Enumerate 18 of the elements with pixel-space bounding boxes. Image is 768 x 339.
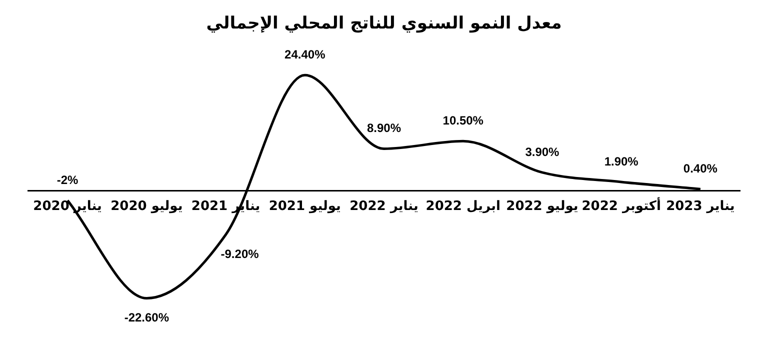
x-tick-label: يوليو 2021 (268, 199, 341, 214)
data-label: 0.40% (683, 161, 718, 176)
x-tick-label: أكتوبر 2022 (582, 197, 661, 214)
data-label: 8.90% (366, 121, 402, 136)
data-label: 24.40% (284, 47, 326, 62)
x-tick-label: يوليو 2022 (506, 199, 578, 214)
chart-title: معدل النمو السنوي للناتج المحلي الإجمالي (206, 14, 562, 34)
data-label: -9.20% (220, 246, 260, 261)
data-label: 3.90% (525, 144, 560, 159)
x-tick-label: ابريل 2022 (426, 199, 500, 214)
data-label: 10.50% (442, 113, 484, 128)
x-tick-label: يناير 2022 (350, 199, 418, 214)
x-tick-label: يناير 2023 (666, 199, 735, 214)
x-tick-label: يوليو 2020 (110, 199, 183, 214)
data-label: -2% (56, 172, 79, 187)
data-label: -22.60% (124, 310, 170, 325)
x-tick-label: يناير 2020 (33, 199, 102, 214)
data-label: 1.90% (604, 154, 639, 168)
